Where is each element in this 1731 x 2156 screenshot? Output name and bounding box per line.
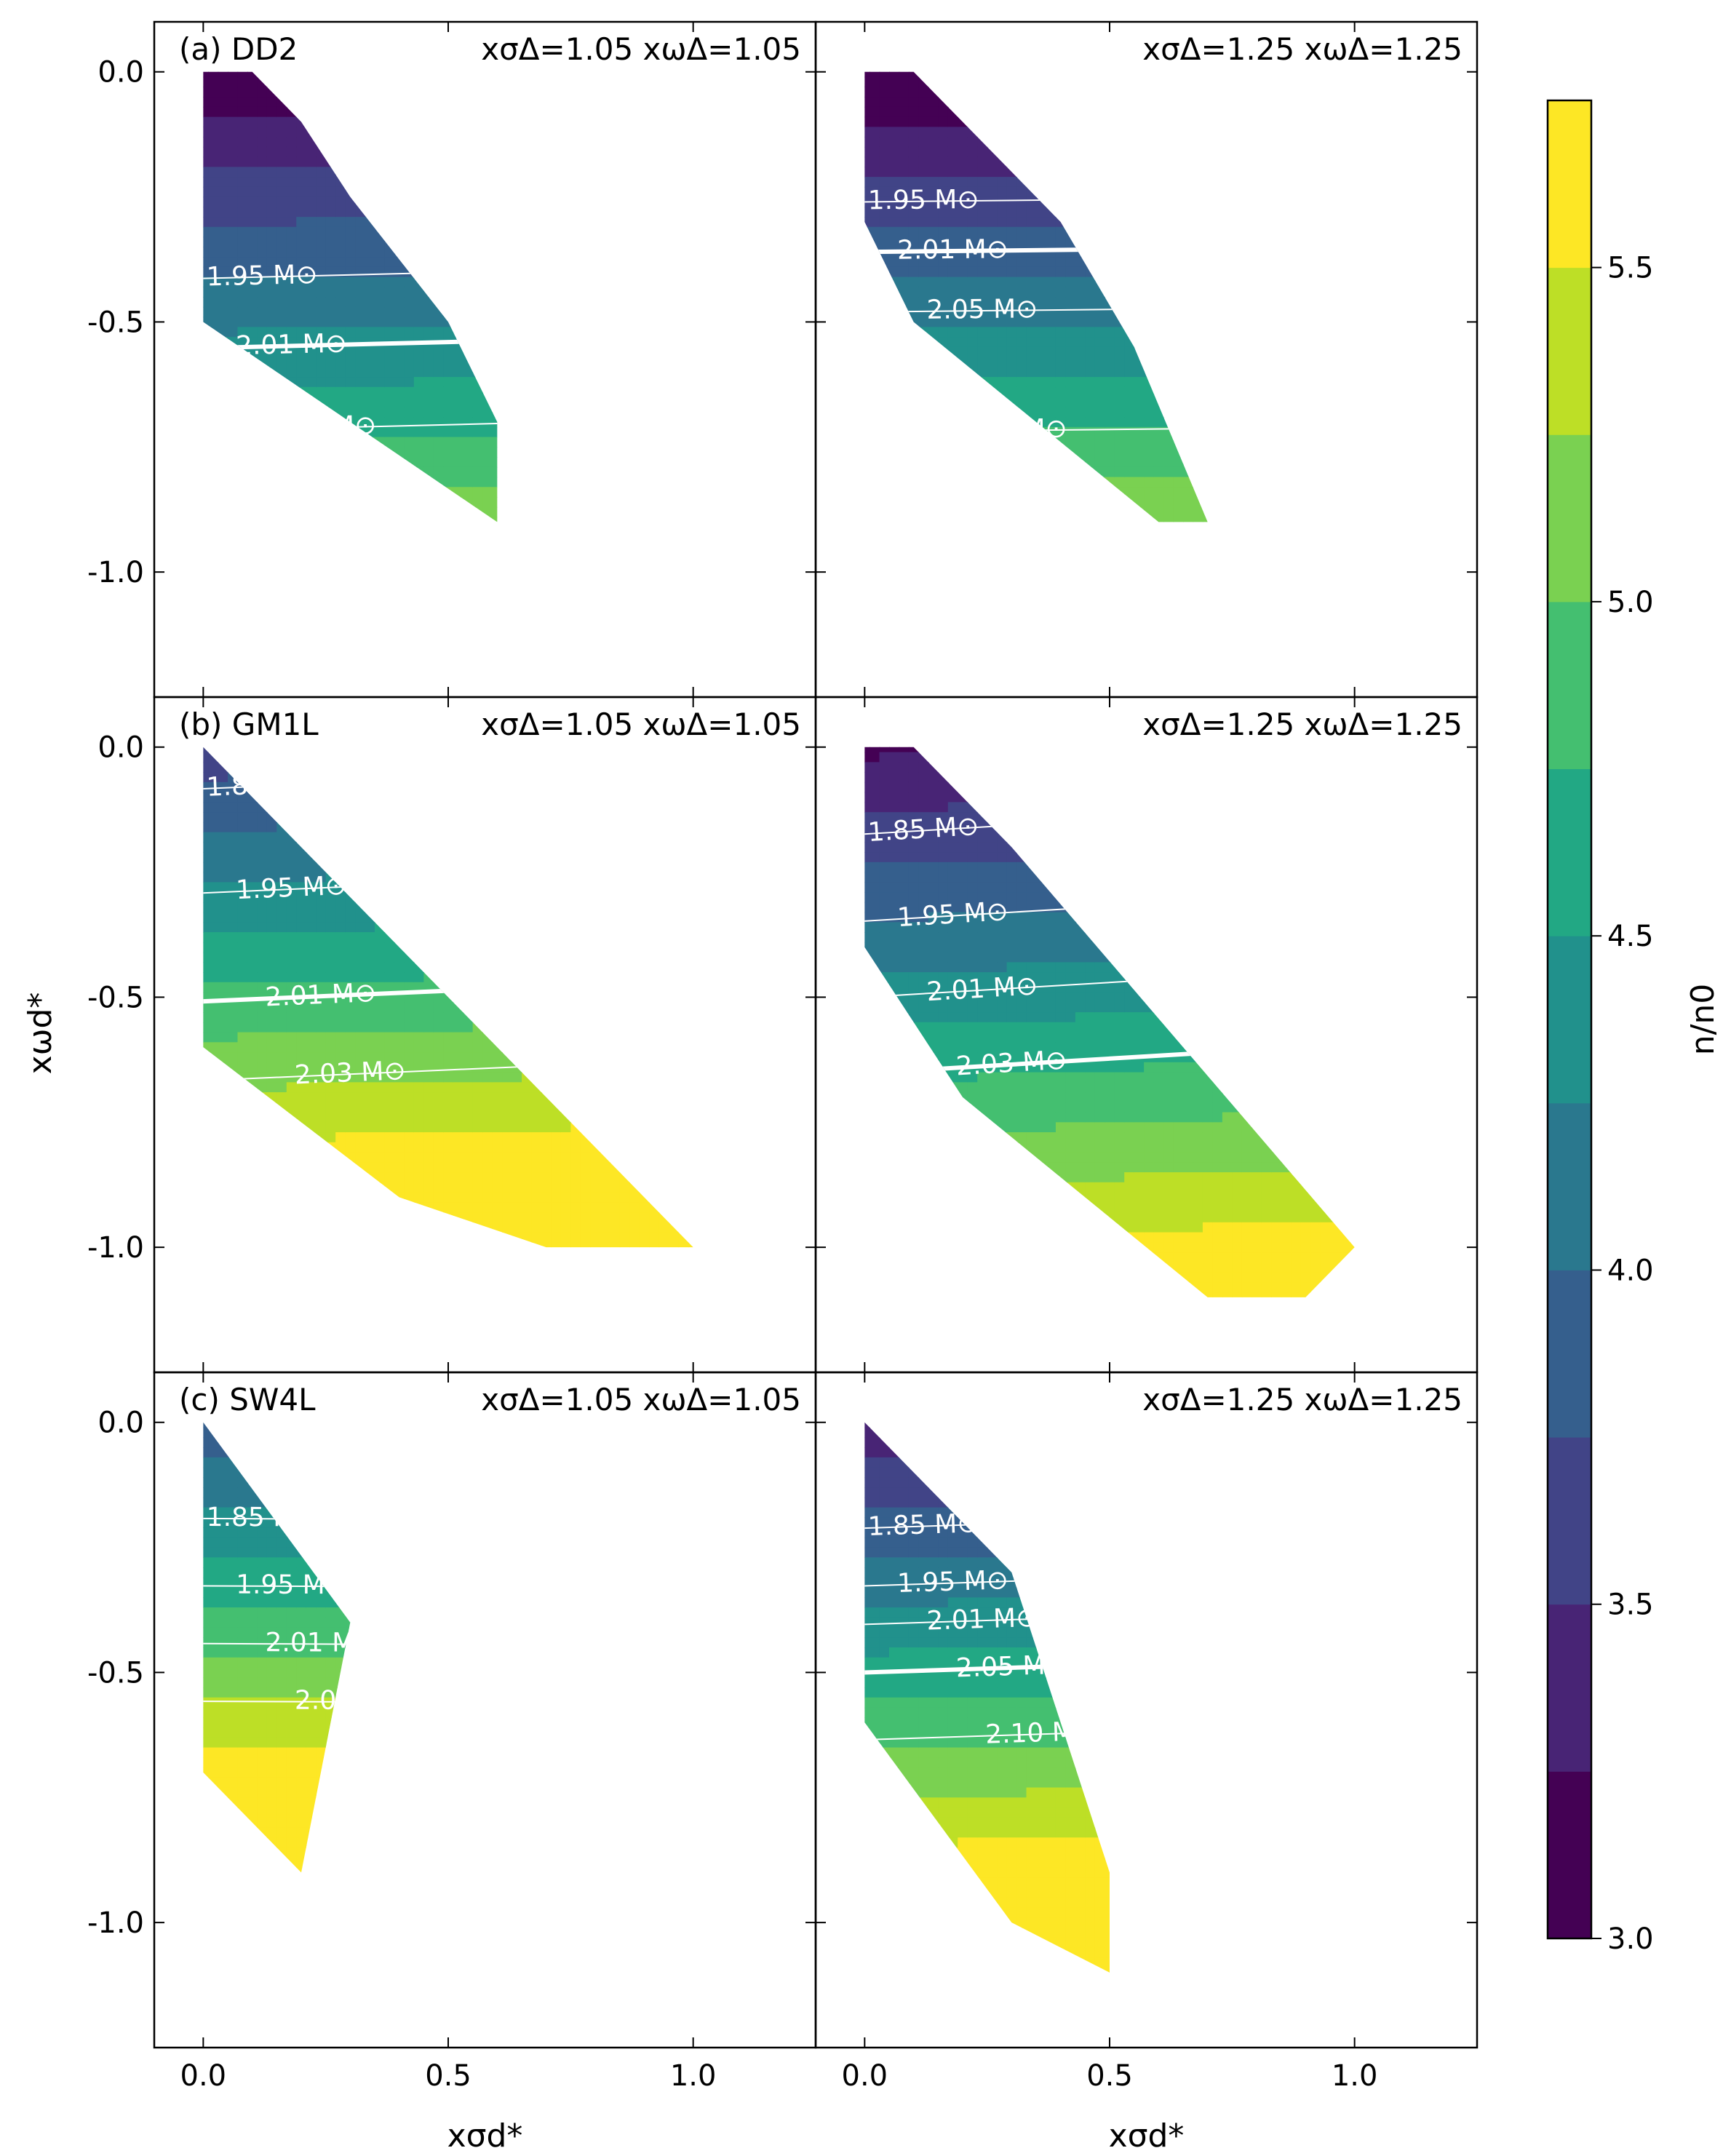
param-label: xσΔ=1.25 xωΔ=1.25 <box>1142 707 1463 742</box>
contour-line <box>179 574 742 588</box>
y-tick-label: -1.0 <box>87 1906 144 1940</box>
contour-line <box>864 1567 1110 1588</box>
filled-contour-region <box>864 71 1208 522</box>
colorbar-band <box>1548 936 1591 1104</box>
contour-line <box>864 1606 1110 1626</box>
contour-label: 1.85 M⊙ <box>207 1503 318 1533</box>
panel-3: 1.85 M⊙ 1.95 M⊙ 2.01 M⊙ 2.03 M⊙ xσΔ=1.25 xωΔ… <box>814 696 1479 1374</box>
y-tick-label: 0.0 <box>98 56 144 89</box>
colorbar-band <box>1548 1604 1591 1772</box>
contour-label: 2.05 M⊙ <box>955 1650 1067 1684</box>
y-tick-label: 0.0 <box>98 731 144 765</box>
panel-0: 1.95 M⊙ 2.01 M⊙ 2.05 M⊙ 2.10 M⊙ 0.0 -0.5 -1.0 (… <box>87 20 817 699</box>
contour-label: 1.95 M⊙ <box>896 896 1009 933</box>
colorbar-tick-label: 5.0 <box>1607 586 1654 619</box>
contour-line <box>864 1722 1110 1742</box>
contour-label: 2.01 M⊙ <box>265 1628 376 1658</box>
contour-line <box>864 1510 1110 1530</box>
colorbar-tick-label: 4.5 <box>1607 920 1654 953</box>
contour-label: 1.85 M⊙ <box>867 1508 979 1542</box>
param-label: xσΔ=1.05 xωΔ=1.05 <box>481 1382 801 1417</box>
contour-label: 2.10 M⊙ <box>294 566 406 599</box>
panel-label: (c) SW4L <box>179 1382 316 1417</box>
colorbar: 3.0 3.5 4.0 4.5 5.0 5.5 n/n0 <box>1546 99 1722 1956</box>
colorbar-tick-label: 3.5 <box>1607 1588 1654 1622</box>
panel-5: 1.85 M⊙ 1.95 M⊙ 2.01 M⊙ 2.05 M⊙ 2.10 M⊙ 0.0 0.… <box>814 1371 1479 2093</box>
panel-4: 1.85 M⊙ 1.95 M⊙ 2.01 M⊙ 2.05 M⊙ 0.0 0.5 1.0 0.0… <box>87 1371 817 2093</box>
colorbar-band <box>1548 100 1591 268</box>
contour-label: 1.95 M⊙ <box>236 1570 347 1601</box>
y-tick-label: -0.5 <box>87 981 144 1014</box>
x-tick-label: 0.5 <box>425 2059 471 2093</box>
param-label: xσΔ=1.25 xωΔ=1.25 <box>1142 31 1463 67</box>
panel-1: 1.95 M⊙ 2.01 M⊙ 2.05 M⊙ 2.10 M⊙ xσΔ=1.25 xωΔ… <box>814 20 1479 699</box>
x-axis-label: xσd* <box>1109 2117 1185 2155</box>
y-tick-label: -1.0 <box>87 556 144 589</box>
contour-label: 1.95 M⊙ <box>896 1565 1008 1599</box>
colorbar-label: n/n0 <box>1684 984 1722 1056</box>
x-tick-label: 0.0 <box>842 2059 888 2093</box>
contour-label: 2.03 M⊙ <box>294 1056 406 1091</box>
x-tick-label: 0.5 <box>1086 2059 1133 2093</box>
contour-label: 2.05 M⊙ <box>265 410 377 443</box>
contour-label: 2.10 M⊙ <box>985 1717 1097 1750</box>
colorbar-tick-label: 3.0 <box>1607 1922 1654 1956</box>
contour-label: 1.95 M⊙ <box>867 185 979 216</box>
contour-line <box>203 1642 351 1647</box>
colorbar-tick-label: 4.0 <box>1607 1254 1654 1287</box>
filled-contour-region <box>864 747 1355 1297</box>
colorbar-band <box>1548 1771 1591 1939</box>
panel-frame <box>814 1371 1479 2049</box>
contour-label: 1.95 M⊙ <box>235 871 347 906</box>
param-label: xσΔ=1.05 xωΔ=1.05 <box>481 707 801 742</box>
param-label: xσΔ=1.25 xωΔ=1.25 <box>1142 1382 1463 1417</box>
contour-label: 2.01 M⊙ <box>926 971 1038 1007</box>
colorbar-band <box>1548 434 1591 602</box>
colorbar-band <box>1548 601 1591 770</box>
contour-label: 2.01 M⊙ <box>897 234 1008 266</box>
contour-line <box>203 1700 351 1705</box>
contour-line <box>203 1517 351 1521</box>
contour-label: 1.85 M⊙ <box>867 811 980 848</box>
x-axis-label: xσd* <box>447 2117 523 2155</box>
panel-label: (a) DD2 <box>179 31 298 67</box>
colorbar-frame <box>1546 99 1593 1940</box>
contour-label: 2.01 M⊙ <box>236 329 348 362</box>
y-tick-label: -0.5 <box>87 1656 144 1690</box>
contour-label: 2.05 M⊙ <box>926 294 1038 325</box>
panel-2: 1.85 M⊙ 1.95 M⊙ 2.01 M⊙ 2.03 M⊙ 0.0 -0.5 -1.0 (… <box>87 696 817 1374</box>
y-tick-label: -0.5 <box>87 306 144 339</box>
contour-line <box>203 1585 351 1589</box>
x-tick-label: 0.0 <box>180 2059 227 2093</box>
filled-contour-region <box>864 1422 1110 1973</box>
colorbar-tick-label: 5.5 <box>1607 252 1654 285</box>
contour-label: 2.05 M⊙ <box>295 1686 406 1717</box>
y-axis-label: xωd* <box>22 993 59 1075</box>
contour-label: 1.95 M⊙ <box>206 260 318 293</box>
colorbar-band <box>1548 1270 1591 1438</box>
param-label: xσΔ=1.05 xωΔ=1.05 <box>481 31 801 67</box>
x-tick-label: 1.0 <box>1332 2059 1378 2093</box>
contour-label: 2.10 M⊙ <box>956 414 1067 445</box>
filled-contour-region <box>203 1422 351 1873</box>
contour-label: 2.03 M⊙ <box>955 1045 1068 1081</box>
y-tick-label: 0.0 <box>98 1407 144 1440</box>
contour-label: 1.85 M⊙ <box>206 768 318 803</box>
filled-contour-region <box>203 747 693 1248</box>
colorbar-band <box>1548 768 1591 936</box>
colorbar-band <box>1548 1102 1591 1270</box>
contour-line <box>864 1652 1110 1676</box>
panel-label: (b) GM1L <box>179 707 319 742</box>
contour-label: 2.01 M⊙ <box>926 1603 1038 1636</box>
colorbar-band <box>1548 267 1591 435</box>
colorbar-band <box>1548 1437 1591 1605</box>
contour-label: 2.01 M⊙ <box>265 978 377 1013</box>
y-tick-label: -1.0 <box>87 1231 144 1265</box>
x-tick-label: 1.0 <box>670 2059 717 2093</box>
